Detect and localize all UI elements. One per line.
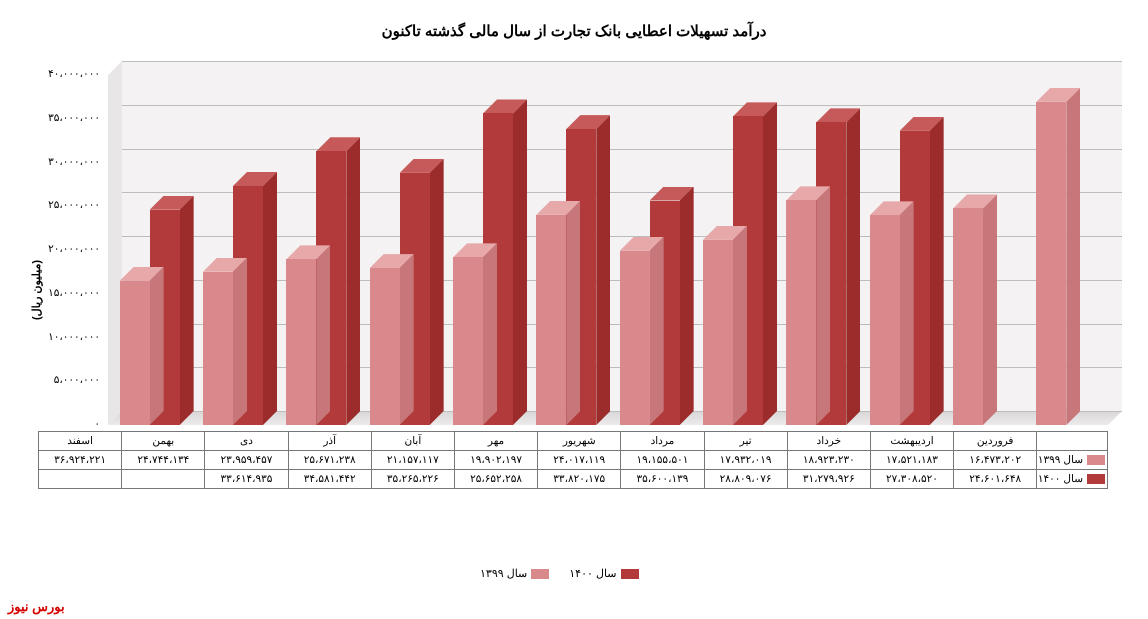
swatch-icon <box>1087 455 1105 465</box>
x-tick: خرداد <box>787 432 870 451</box>
x-tick: مرداد <box>621 432 704 451</box>
data-cell: ۱۹،۹۰۲،۱۹۷ <box>454 451 537 470</box>
legend-item-1400: سال ۱۴۰۰ <box>569 567 638 580</box>
data-cell: ۱۷،۹۳۲،۰۱۹ <box>704 451 787 470</box>
x-tick: اردیبهشت <box>870 432 953 451</box>
x-tick: فروردین <box>954 432 1037 451</box>
data-cell: ۳۵،۶۰۰،۱۳۹ <box>621 470 704 489</box>
y-tick-label: ۲۰،۰۰۰،۰۰۰ <box>40 243 100 255</box>
data-cell: ۱۶،۴۷۳،۲۰۲ <box>954 451 1037 470</box>
x-tick: بهمن <box>122 432 205 451</box>
data-cell: ۳۶،۹۲۴،۲۲۱ <box>39 451 122 470</box>
y-tick-label: ۴۰،۰۰۰،۰۰۰ <box>40 68 100 80</box>
data-cell: ۲۵،۶۵۲،۲۵۸ <box>454 470 537 489</box>
data-cell: ۲۸،۸۰۹،۰۷۶ <box>704 470 787 489</box>
data-cell <box>39 470 122 489</box>
x-tick: تیر <box>704 432 787 451</box>
data-cell: ۱۹،۱۵۵،۵۰۱ <box>621 451 704 470</box>
series-row-label: سال ۱۳۹۹ <box>1037 451 1108 470</box>
y-tick-label: ۳۵،۰۰۰،۰۰۰ <box>40 112 100 124</box>
legend-item-1399: سال ۱۳۹۹ <box>480 567 549 580</box>
footer-credit: بورس نیوز <box>8 599 65 615</box>
data-cell: ۲۴،۰۱۷،۱۱۹ <box>538 451 621 470</box>
data-cell: ۲۴،۶۰۱،۶۴۸ <box>954 470 1037 489</box>
y-tick-label: ۱۵،۰۰۰،۰۰۰ <box>40 287 100 299</box>
data-cell: ۲۱،۱۵۷،۱۱۷ <box>371 451 454 470</box>
data-cell <box>122 470 205 489</box>
x-tick: شهریور <box>538 432 621 451</box>
data-cell: ۳۳،۸۲۰،۱۷۵ <box>538 470 621 489</box>
data-cell: ۲۴،۷۴۴،۱۳۴ <box>122 451 205 470</box>
chart-title: درآمد تسهیلات اعطایی بانک تجارت از سال م… <box>0 0 1148 40</box>
x-tick: اسفند <box>39 432 122 451</box>
y-tick-label: ۵،۰۰۰،۰۰۰ <box>40 374 100 386</box>
y-tick-label: ۱۰،۰۰۰،۰۰۰ <box>40 331 100 343</box>
data-cell: ۲۵،۶۷۱،۲۳۸ <box>288 451 371 470</box>
y-tick-label: ۰ <box>40 418 100 430</box>
y-tick-label: ۲۵،۰۰۰،۰۰۰ <box>40 199 100 211</box>
x-tick: آذر <box>288 432 371 451</box>
legend: سال ۱۴۰۰ سال ۱۳۹۹ <box>480 567 639 580</box>
x-tick: آبان <box>371 432 454 451</box>
data-cell: ۳۵،۲۶۵،۲۲۶ <box>371 470 454 489</box>
x-tick: مهر <box>454 432 537 451</box>
data-cell: ۲۳،۹۵۹،۴۵۷ <box>205 451 288 470</box>
swatch-icon <box>621 569 639 579</box>
swatch-icon <box>531 569 549 579</box>
swatch-icon <box>1087 474 1105 484</box>
data-cell: ۳۴،۵۸۱،۴۴۲ <box>288 470 371 489</box>
x-tick: دی <box>205 432 288 451</box>
y-tick-label: ۳۰،۰۰۰،۰۰۰ <box>40 156 100 168</box>
data-cell: ۳۳،۶۱۴،۹۳۵ <box>205 470 288 489</box>
data-table: فروردیناردیبهشتخردادتیرمردادشهریورمهرآبا… <box>38 431 1108 489</box>
data-cell: ۱۷،۵۲۱،۱۸۳ <box>870 451 953 470</box>
data-cell: ۲۷،۳۰۸،۵۲۰ <box>870 470 953 489</box>
data-cell: ۱۸،۹۲۳،۲۳۰ <box>787 451 870 470</box>
data-cell: ۳۱،۲۷۹،۹۲۶ <box>787 470 870 489</box>
series-row-label: سال ۱۴۰۰ <box>1037 470 1108 489</box>
